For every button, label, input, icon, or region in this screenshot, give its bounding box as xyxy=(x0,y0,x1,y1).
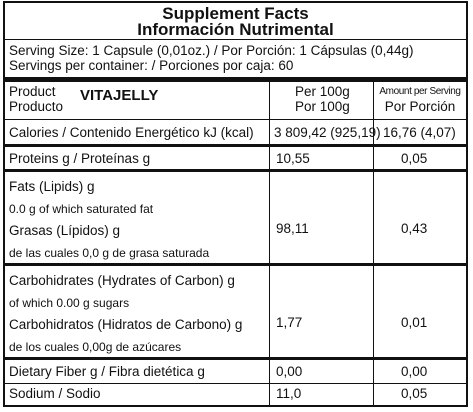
sodium-per-serving: 0,05 xyxy=(401,386,428,401)
per-serving-es: Por Porción xyxy=(384,99,456,114)
product-header-cell: Product Producto VITAJELLY xyxy=(5,82,269,119)
per100-en: Per 100g xyxy=(295,84,350,99)
per-serving-header-cell: Amount per Serving Por Porción xyxy=(373,82,466,119)
fiber-row: Dietary Fiber g / Fibra dietética g 0,00… xyxy=(5,360,466,384)
calories-label: Calories / Contenido Energético kJ (kcal… xyxy=(9,125,254,140)
serving-size: Serving Size: 1 Capsule (0,01oz.) / Por … xyxy=(9,43,414,58)
fiber-per100: 0,00 xyxy=(276,364,303,379)
fats-row: Fats (Lipids) g 0.0 g of which saturated… xyxy=(5,172,466,266)
proteins-row: Proteins g / Proteínas g 10,55 0,05 xyxy=(5,147,466,172)
calories-row: Calories / Contenido Energético kJ (kcal… xyxy=(5,120,466,147)
title-english: Supplement Facts xyxy=(162,4,309,23)
brand-name: VITAJELLY xyxy=(80,87,159,104)
fats-saturated-es: de las cuales 0,0 g de grasa saturada xyxy=(9,246,210,260)
carbs-sugars-en: of which 0.00 g sugars xyxy=(9,296,130,310)
header-row: Product Producto VITAJELLY Per 100g Por … xyxy=(5,82,466,120)
sodium-per100: 11,0 xyxy=(276,386,302,401)
carbs-per100: 1,77 xyxy=(276,315,303,330)
fats-label-en: Fats (Lipids) g xyxy=(9,179,95,194)
carbs-label-es: Carbohidratos (Hidratos de Carbono) g xyxy=(9,317,243,332)
carbs-label-en: Carbohidrates (Hydrates of Carbon) g xyxy=(9,273,235,288)
carbs-sugars-es: de los cuales 0,00g de azúcares xyxy=(9,340,182,354)
fats-saturated-en: 0.0 g of which saturated fat xyxy=(9,202,154,216)
fats-per100: 98,11 xyxy=(276,221,309,236)
title-spanish: Información Nutrimental xyxy=(137,20,334,39)
serving-info: Serving Size: 1 Capsule (0,01oz.) / Por … xyxy=(5,40,466,82)
calories-per100: 3 809,42 (925,19) xyxy=(274,125,381,140)
fiber-per-serving: 0,00 xyxy=(401,364,428,379)
fats-per-serving: 0,43 xyxy=(401,221,428,236)
carbs-per-serving: 0,01 xyxy=(401,315,428,330)
label-title: Supplement Facts Información Nutrimental xyxy=(5,3,466,40)
per-serving-en: Amount per Serving xyxy=(379,86,461,97)
product-label-en: Product xyxy=(9,84,56,99)
fats-label-es: Grasas (Lípidos) g xyxy=(9,223,121,238)
proteins-label: Proteins g / Proteínas g xyxy=(9,151,151,166)
servings-per-container: Servings per container: / Porciones por … xyxy=(9,58,294,73)
sodium-row: Sodium / Sodio 11,0 0,05 xyxy=(5,384,466,405)
per100-es: Por 100g xyxy=(295,99,350,114)
sodium-label: Sodium / Sodio xyxy=(9,386,101,401)
proteins-per100: 10,55 xyxy=(276,151,310,166)
product-label-es: Producto xyxy=(9,99,64,114)
carbohydrates-row: Carbohidrates (Hydrates of Carbon) g of … xyxy=(5,266,466,360)
calories-per-serving: 16,76 (4,07) xyxy=(383,125,456,140)
per100-header-cell: Per 100g Por 100g xyxy=(269,82,373,119)
fiber-label: Dietary Fiber g / Fibra dietética g xyxy=(9,364,205,379)
supplement-facts-label: Supplement Facts Información Nutrimental… xyxy=(3,1,468,407)
proteins-per-serving: 0,05 xyxy=(401,151,428,166)
